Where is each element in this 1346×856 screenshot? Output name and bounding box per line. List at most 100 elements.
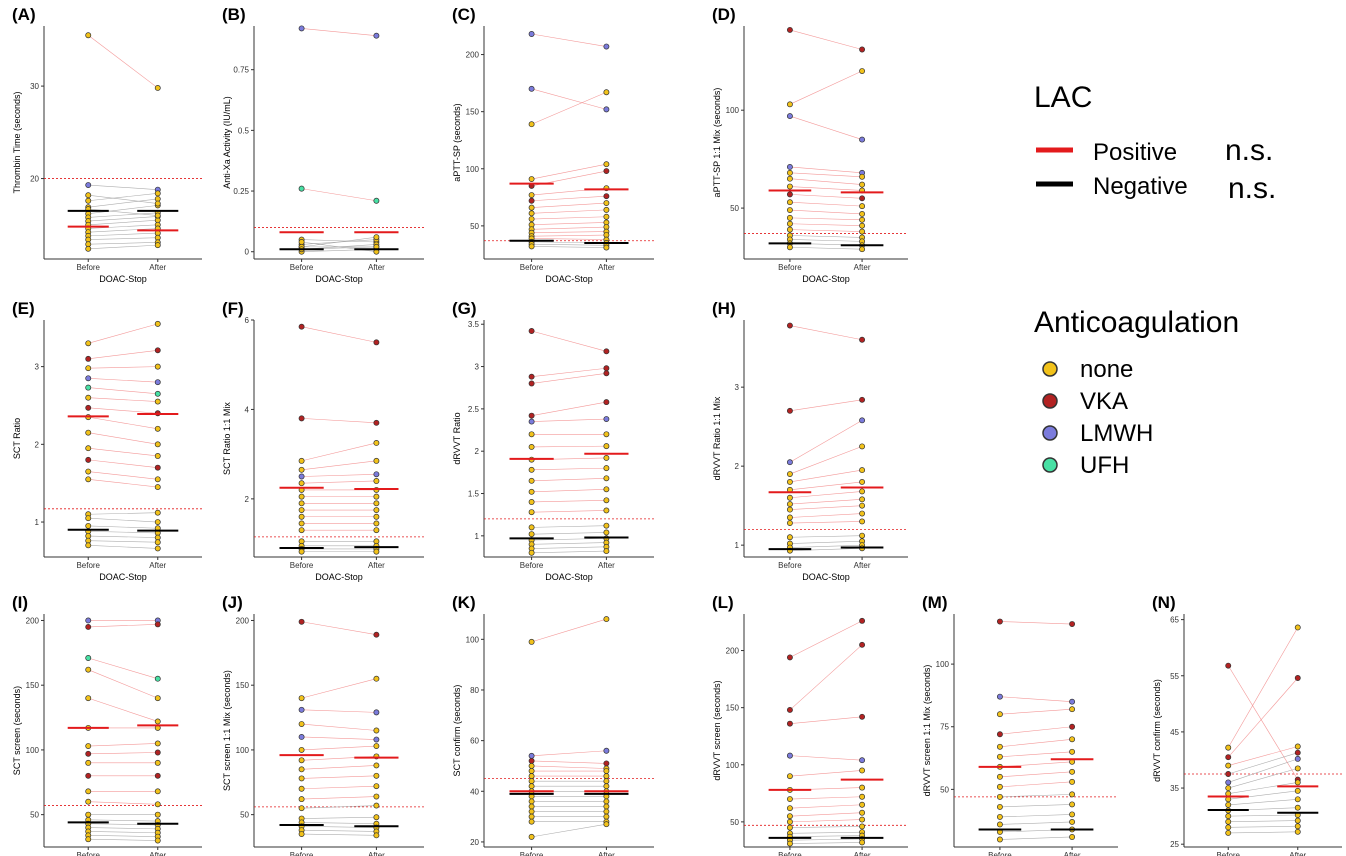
pair-line (88, 823, 158, 826)
y-tick-label: 6 (245, 316, 250, 325)
y-tick-label: 50 (940, 785, 949, 794)
x-tick-label: After (598, 263, 615, 272)
data-point (1225, 662, 1232, 669)
panel-label: (E) (12, 299, 35, 318)
data-point (996, 821, 1003, 828)
y-tick-label: 60 (470, 737, 479, 746)
panel-c: (C) 50 100 150 200 Before After DOAC-Stop aPTT-S… (452, 5, 654, 284)
x-axis-title: DOAC-Stop (545, 572, 593, 582)
x-tick-label: Before (76, 263, 100, 272)
data-point (373, 793, 380, 800)
data-point (373, 743, 380, 749)
data-point (85, 655, 92, 661)
data-point (154, 390, 161, 397)
panel-h: (H) 1 2 3 Before After DOAC-Stop dRVVT Ratio 1:… (712, 299, 908, 582)
legend-none-label: none (1080, 356, 1133, 383)
panel-label: (M) (922, 593, 947, 612)
data-point (1225, 762, 1232, 769)
y-tick-label: 50 (240, 811, 249, 820)
data-point (603, 616, 610, 623)
data-point (373, 675, 380, 682)
y-tick-label: 75 (940, 723, 949, 732)
data-point (154, 545, 161, 552)
data-point (996, 836, 1003, 843)
data-point (859, 809, 866, 816)
pair-line (88, 193, 158, 202)
legend-anticoag-title: Anticoagulation (1034, 306, 1239, 339)
y-tick-label: 200 (726, 647, 740, 656)
data-point (154, 539, 161, 546)
data-point (1225, 744, 1232, 751)
pair-line (999, 708, 1073, 715)
data-point (1069, 834, 1076, 840)
data-point (1069, 736, 1076, 743)
data-point (1225, 818, 1232, 825)
data-point (859, 173, 866, 180)
data-point (859, 488, 866, 495)
pair-line (88, 540, 158, 543)
pair-line (789, 446, 863, 475)
data-point (1069, 791, 1076, 798)
pair-line (789, 535, 863, 538)
data-point (85, 695, 92, 702)
y-tick-label: 100 (26, 746, 40, 755)
panel-label: (A) (12, 5, 36, 24)
data-point (85, 468, 92, 475)
data-point (298, 695, 305, 702)
x-tick-label: Before (778, 561, 802, 570)
pair-line (88, 194, 158, 204)
pair-line (301, 785, 377, 790)
pair-line (531, 542, 607, 545)
data-point (786, 113, 793, 120)
pair-line (789, 831, 863, 834)
data-point (528, 549, 535, 556)
data-point (373, 197, 380, 204)
pair-line (1228, 746, 1298, 766)
pair-line (88, 242, 158, 245)
pair-line (88, 237, 158, 240)
pair-line (789, 325, 863, 341)
data-point (603, 486, 610, 493)
pair-line (789, 166, 863, 174)
data-point (298, 520, 305, 527)
data-point (373, 832, 380, 839)
data-point (859, 246, 866, 253)
data-point (1294, 755, 1301, 762)
panel-b: (B) 0 0.25 0.5 0.75 Before After DOAC-Stop Anti-… (222, 5, 424, 284)
x-tick-label: After (368, 561, 385, 570)
data-point (298, 746, 305, 753)
data-point (859, 502, 866, 509)
data-point (859, 510, 866, 517)
data-point (528, 531, 535, 538)
data-point (528, 412, 535, 419)
pair-line (1228, 782, 1298, 794)
pair-line (531, 330, 607, 352)
data-point (85, 666, 92, 673)
data-point (154, 84, 161, 91)
pair-line (531, 765, 607, 769)
data-point (859, 46, 866, 53)
data-point (85, 404, 92, 411)
data-point (298, 775, 305, 782)
pair-line (789, 172, 863, 178)
x-tick-label: After (149, 561, 166, 570)
data-point (859, 713, 866, 720)
data-point (996, 711, 1003, 718)
y-tick-label: 20 (30, 175, 39, 184)
pair-line (999, 621, 1073, 625)
data-point (298, 457, 305, 464)
pair-line (301, 775, 377, 779)
data-point (996, 731, 1003, 738)
pair-line (88, 377, 158, 383)
y-tick-label: 35 (1170, 784, 1179, 793)
pair-line (88, 531, 158, 534)
data-point (1069, 778, 1076, 785)
x-axis-title: DOAC-Stop (315, 274, 363, 284)
x-tick-label: After (854, 263, 871, 272)
data-point (1225, 830, 1232, 836)
data-point (528, 176, 535, 182)
y-axis-title: aPTT-SP 1:1 Mix (seconds) (712, 88, 722, 198)
data-point (786, 818, 793, 825)
x-axis-title: DOAC-Stop (545, 274, 593, 284)
data-point (859, 839, 866, 846)
